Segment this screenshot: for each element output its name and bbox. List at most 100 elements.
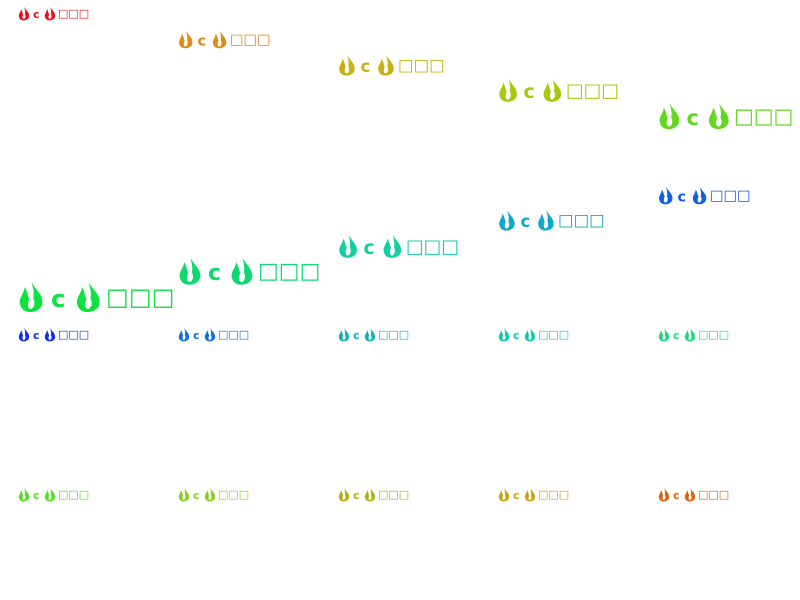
item-text: □□□ [734, 104, 793, 128]
item-label: c [521, 212, 531, 231]
flame-inner [528, 334, 532, 340]
flame-inner [549, 89, 555, 100]
item-text: □□□ [698, 488, 729, 501]
flame-group [708, 101, 729, 130]
item-text: □□□ [406, 237, 459, 258]
item-text: □□□ [398, 56, 445, 75]
flame-icon [708, 101, 729, 130]
flame-inner [368, 334, 372, 340]
item-label: c [364, 238, 375, 259]
flame-inner [48, 494, 52, 500]
flame-icon [44, 6, 56, 21]
item-label: c [208, 261, 221, 286]
flame-icon [179, 29, 193, 49]
icon-group: c □□□ [178, 327, 249, 342]
flame-group [692, 185, 707, 205]
flame-icon [383, 233, 402, 258]
flame-group [684, 327, 696, 342]
icon-group: c □□□ [499, 209, 605, 231]
flame-inner [239, 270, 245, 282]
item-text: □□□ [558, 211, 605, 230]
item-label: c [513, 329, 520, 342]
item-label: c [673, 329, 680, 342]
item-text: □□□ [378, 328, 409, 341]
flame-inner [48, 334, 52, 340]
item-text: □□□ [538, 328, 569, 341]
flame-inner [182, 334, 186, 340]
flame-group [524, 487, 536, 502]
flame-icon [684, 487, 696, 502]
item-text: □□□ [58, 328, 89, 341]
flame-icon [498, 487, 510, 502]
flame-icon [524, 487, 536, 502]
flame-inner [662, 494, 666, 500]
icon-group: c □□□ [339, 54, 445, 76]
item-label: c [193, 329, 200, 342]
icon-group: c □□□ [18, 487, 89, 502]
item-label: c [673, 489, 680, 502]
flame-group [44, 327, 56, 342]
flame-inner [22, 13, 26, 19]
flame-inner [715, 115, 722, 127]
flame-group [538, 209, 554, 231]
icon-group: c □□□ [18, 327, 89, 342]
flame-inner [342, 494, 346, 500]
flame-icon [524, 327, 536, 342]
icon-group: c □□□ [179, 256, 320, 286]
flame-inner [688, 334, 692, 340]
item-label: c [33, 489, 40, 502]
flame-inner [22, 494, 26, 500]
flame-icon [18, 6, 30, 21]
flame-inner [342, 334, 346, 340]
icon-group: c □□□ [498, 487, 569, 502]
flame-inner [697, 194, 702, 203]
flame-inner [208, 334, 212, 340]
item-text: □□□ [538, 488, 569, 501]
flame-icon [231, 256, 253, 285]
flame-inner [187, 270, 193, 282]
flame-group [231, 256, 253, 285]
flame-inner [666, 115, 673, 127]
flame-icon [538, 209, 554, 231]
icon-group: c □□□ [658, 487, 729, 502]
item-text: □□□ [58, 7, 89, 20]
item-text: □□□ [218, 488, 249, 501]
flame-icon [44, 487, 56, 502]
flame-inner [688, 494, 692, 500]
flame-icon [19, 280, 43, 313]
flame-icon [543, 77, 562, 102]
flame-inner [502, 494, 506, 500]
flame-icon [658, 327, 670, 342]
flame-icon [658, 487, 670, 502]
item-text: □□□ [710, 188, 750, 204]
flame-group [364, 327, 376, 342]
flame-inner [528, 494, 532, 500]
flame-inner [543, 219, 549, 229]
flame-icon [338, 327, 350, 342]
icon-group: c □□□ [659, 185, 750, 205]
item-label: c [361, 57, 371, 76]
icon-group: c □□□ [498, 327, 569, 342]
item-text: □□□ [698, 328, 729, 341]
flame-icon [18, 327, 30, 342]
flame-icon [204, 487, 216, 502]
flame-icon [339, 233, 357, 258]
flame-inner [504, 219, 510, 229]
flame-group [684, 487, 696, 502]
flame-inner [85, 295, 92, 309]
flame-icon [179, 256, 201, 285]
flame-inner [502, 334, 506, 340]
item-label: c [198, 33, 206, 49]
item-label: c [513, 489, 520, 502]
flame-group [44, 487, 56, 502]
flame-inner [344, 64, 350, 74]
item-text: □□□ [258, 259, 320, 284]
flame-icon [178, 487, 190, 502]
icon-group: c □□□ [18, 6, 89, 21]
item-text: □□□ [230, 32, 270, 48]
flame-icon [212, 29, 227, 49]
flame-inner [48, 13, 52, 19]
flame-group [44, 6, 56, 21]
flame-inner [27, 295, 35, 309]
item-label: c [678, 189, 686, 205]
